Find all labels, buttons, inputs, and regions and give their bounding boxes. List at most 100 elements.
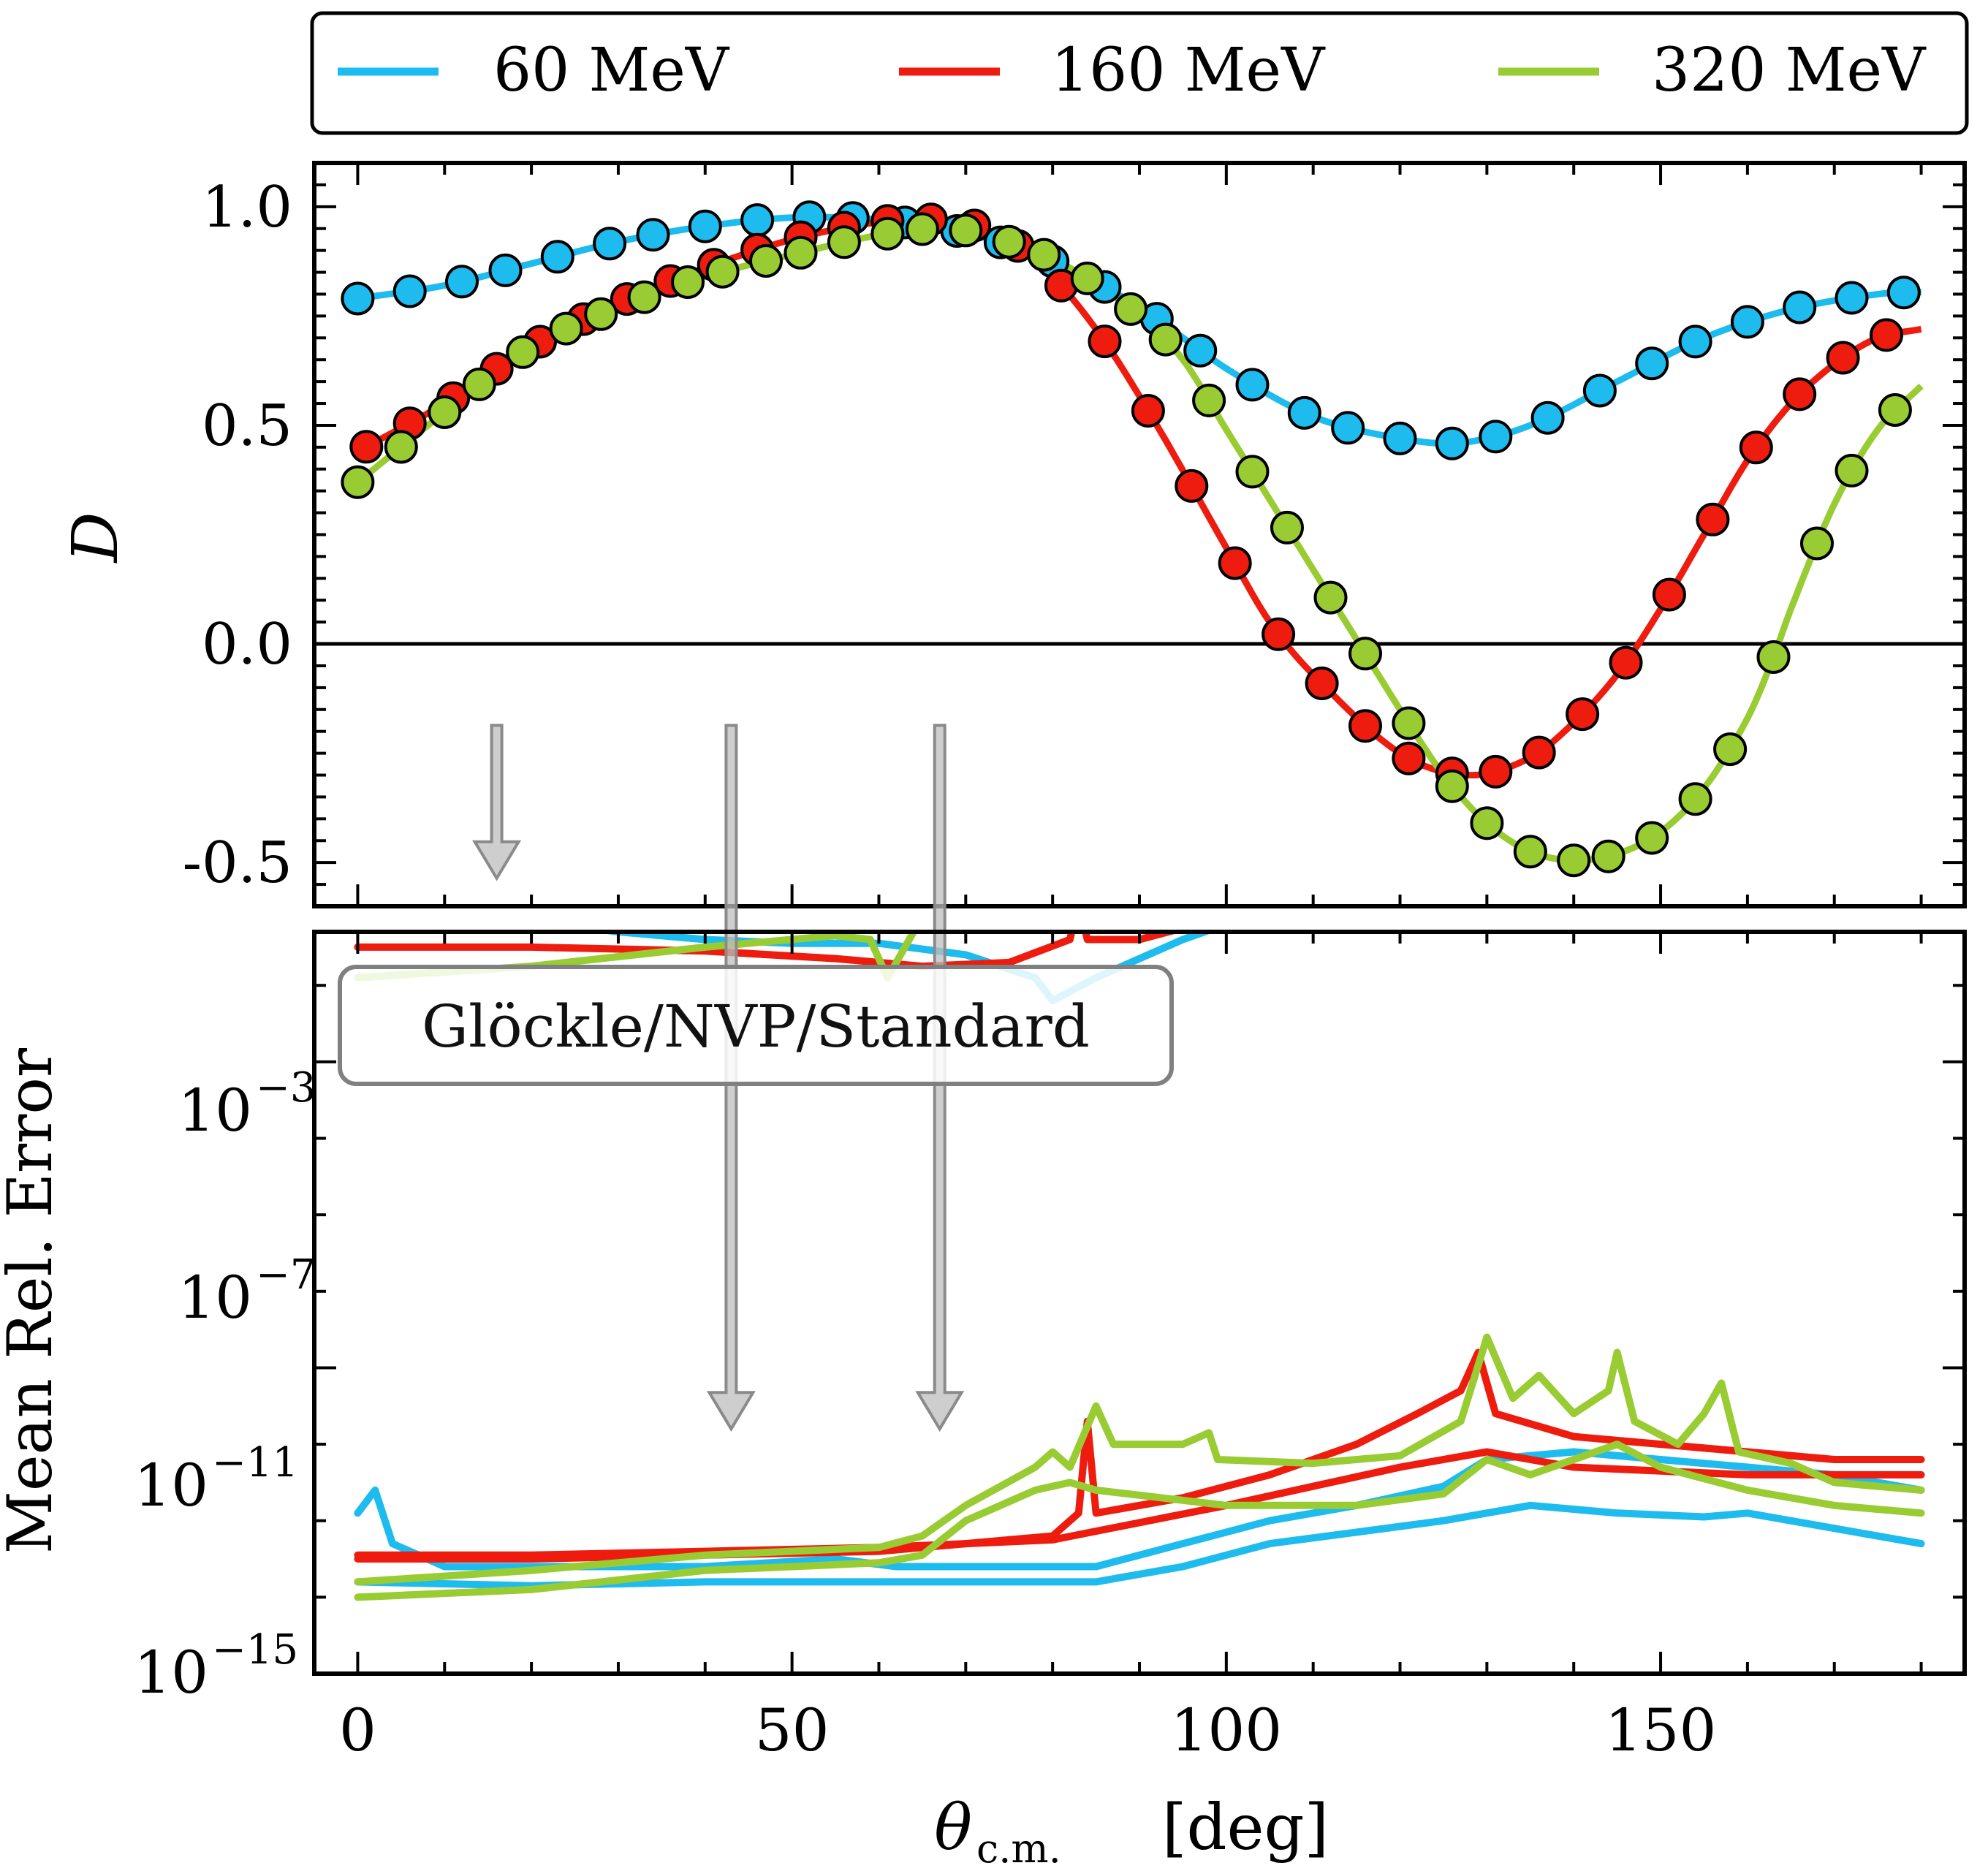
data-point-60-mev-18	[1235, 368, 1270, 402]
data-point-60-mev-25	[1582, 373, 1617, 408]
data-point-160-mev-19	[1175, 468, 1209, 503]
data-point-60-mev-20	[1331, 411, 1365, 445]
data-point-60-mev-23	[1479, 420, 1513, 454]
top-points	[341, 200, 1921, 878]
data-point-320-mev-18	[1070, 261, 1104, 295]
data-point-320-mev-1	[384, 430, 418, 464]
top-ytick-label-2: 0.5	[202, 393, 292, 459]
data-point-160-mev-22	[1305, 667, 1339, 700]
data-point-320-mev-27	[1435, 769, 1469, 803]
bottom-curves	[354, 932, 1925, 1601]
xtick-label-150: 150	[1605, 1696, 1717, 1764]
data-point-320-mev-7	[627, 280, 661, 314]
data-point-160-mev-21	[1262, 617, 1296, 651]
annotation-arrow-1	[472, 724, 522, 881]
legend: 60 MeV 160 MeV 320 MeV	[310, 11, 1969, 135]
data-point-160-mev-20	[1218, 546, 1252, 580]
data-point-60-mev-8	[740, 203, 775, 238]
data-point-320-mev-34	[1713, 732, 1748, 767]
legend-frame	[310, 11, 1969, 135]
top-panel: 1.0 0.5 0.0 -0.5 D	[59, 161, 1967, 908]
data-point-320-mev-16	[992, 224, 1026, 259]
top-ytick-label-1: 1.0	[202, 175, 292, 240]
data-point-320-mev-30	[1557, 843, 1591, 878]
data-point-60-mev-26	[1635, 346, 1669, 381]
ytick-exp-1: −3	[256, 1064, 316, 1112]
data-point-60-mev-28	[1730, 305, 1764, 339]
bottom-ylabel: Mean Rel. Error	[0, 1047, 66, 1554]
xlabel: θ c.m. [deg]	[934, 1791, 1329, 1871]
annotation-frame	[338, 965, 1174, 1086]
xlabel-theta: θ	[934, 1791, 972, 1864]
xtick-label-100: 100	[1170, 1696, 1282, 1764]
data-point-60-mev-30	[1835, 281, 1869, 315]
top-ylabel: D	[59, 512, 132, 564]
data-point-60-mev-4	[540, 240, 574, 274]
data-point-320-mev-26	[1392, 706, 1426, 740]
data-point-320-mev-28	[1470, 806, 1504, 840]
top-ytick-label-3: 0.0	[202, 612, 292, 678]
data-point-320-mev-31	[1591, 839, 1625, 873]
data-point-320-mev-33	[1678, 782, 1712, 816]
ytick-exp-2: −7	[256, 1251, 316, 1299]
data-point-320-mev-24	[1313, 580, 1348, 615]
data-point-60-mev-1	[392, 274, 427, 308]
data-point-160-mev-17	[1088, 325, 1122, 359]
data-point-320-mev-21	[1192, 383, 1226, 417]
data-point-60-mev-5	[593, 227, 627, 261]
xlabel-subscript: c.m.	[976, 1826, 1061, 1871]
data-point-160-mev-26	[1479, 754, 1513, 789]
ytick-base-2: 10	[178, 1264, 252, 1332]
ytick-base-3: 10	[134, 1451, 208, 1519]
data-point-320-mev-0	[341, 465, 375, 499]
bottom-curve-320-mev-gl-ckle-	[354, 1333, 1925, 1586]
bottom-ytick-label-3: 10 −11	[134, 1439, 298, 1519]
bottom-curve-160-mev-gl-ckle-	[354, 1348, 1925, 1563]
data-point-320-mev-35	[1756, 640, 1791, 674]
data-point-320-mev-11	[784, 235, 818, 270]
top-ytick-label-4: -0.5	[183, 830, 292, 896]
ytick-base-4: 10	[134, 1639, 208, 1707]
data-point-60-mev-31	[1886, 276, 1921, 310]
data-point-320-mev-22	[1235, 455, 1270, 489]
data-point-320-mev-8	[671, 265, 705, 299]
data-point-160-mev-28	[1566, 697, 1600, 732]
data-point-60-mev-24	[1530, 401, 1565, 435]
data-point-160-mev-27	[1522, 735, 1556, 770]
xlabel-unit: [deg]	[1162, 1791, 1329, 1864]
data-point-320-mev-9	[705, 254, 740, 289]
data-point-60-mev-27	[1678, 325, 1712, 359]
data-point-320-mev-37	[1835, 453, 1869, 487]
data-point-320-mev-4	[506, 335, 540, 369]
data-point-320-mev-14	[905, 212, 939, 246]
annotation-box: Glöckle/NVP/Standard	[338, 965, 1174, 1086]
data-point-320-mev-6	[584, 297, 618, 331]
data-point-60-mev-29	[1783, 290, 1817, 325]
data-point-320-mev-5	[549, 311, 583, 346]
xtick-label-50: 50	[755, 1696, 830, 1764]
data-point-320-mev-2	[428, 395, 462, 429]
bottom-ytick-label-1: 10 −3	[178, 1064, 316, 1145]
data-point-60-mev-19	[1287, 395, 1321, 430]
data-point-320-mev-20	[1148, 322, 1183, 357]
bottom-panel: Glöckle/NVP/Standard 10 −3 10 −7 10 −11 …	[0, 724, 1967, 1871]
data-point-320-mev-19	[1114, 292, 1148, 326]
ytick-exp-4: −15	[212, 1626, 298, 1674]
bottom-ytick-label-2: 10 −7	[178, 1251, 316, 1332]
data-point-160-mev-32	[1739, 430, 1773, 465]
data-point-60-mev-2	[445, 265, 479, 299]
data-point-320-mev-10	[749, 244, 783, 278]
data-point-60-mev-0	[341, 281, 375, 316]
data-point-320-mev-3	[462, 367, 496, 401]
data-point-160-mev-18	[1131, 394, 1165, 428]
data-point-320-mev-25	[1348, 637, 1382, 671]
data-point-320-mev-17	[1027, 238, 1061, 272]
annotation-text: Glöckle/NVP/Standard	[422, 993, 1090, 1060]
legend-label-160: 160 MeV	[1051, 36, 1326, 105]
data-point-160-mev-33	[1783, 377, 1817, 411]
top-ticks	[314, 163, 1965, 906]
data-point-60-mev-17	[1183, 333, 1218, 368]
data-point-60-mev-21	[1383, 421, 1417, 455]
data-point-160-mev-34	[1826, 341, 1860, 375]
